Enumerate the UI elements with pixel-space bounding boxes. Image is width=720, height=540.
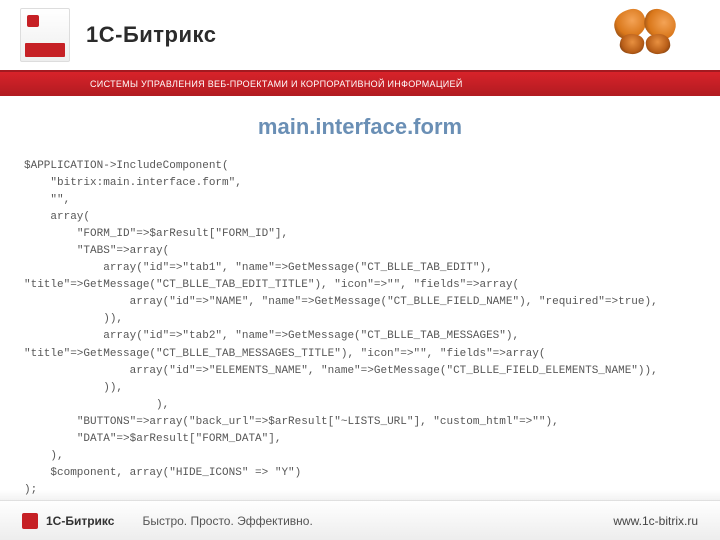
footer: 1С-Битрикс Быстро. Просто. Эффективно. w… [0, 500, 720, 540]
header-redbar: СИСТЕМЫ УПРАВЛЕНИЯ ВЕБ-ПРОЕКТАМИ И КОРПО… [0, 70, 720, 96]
product-box-icon [20, 8, 70, 62]
footer-brand: 1С-Битрикс [46, 514, 114, 528]
header: 1С-Битрикс [0, 0, 720, 70]
brand-text: 1С-Битрикс [86, 22, 216, 48]
footer-url: www.1c-bitrix.ru [613, 514, 698, 528]
butterfly-icon [610, 6, 680, 62]
footer-tagline: Быстро. Просто. Эффективно. [142, 514, 312, 528]
footer-shadow [0, 490, 720, 500]
footer-logo-icon [22, 513, 38, 529]
content-area: main.interface.form $APPLICATION->Includ… [0, 96, 720, 499]
code-block: $APPLICATION->IncludeComponent( "bitrix:… [24, 158, 696, 499]
header-tagline: СИСТЕМЫ УПРАВЛЕНИЯ ВЕБ-ПРОЕКТАМИ И КОРПО… [90, 79, 463, 89]
page-title: main.interface.form [24, 114, 696, 140]
